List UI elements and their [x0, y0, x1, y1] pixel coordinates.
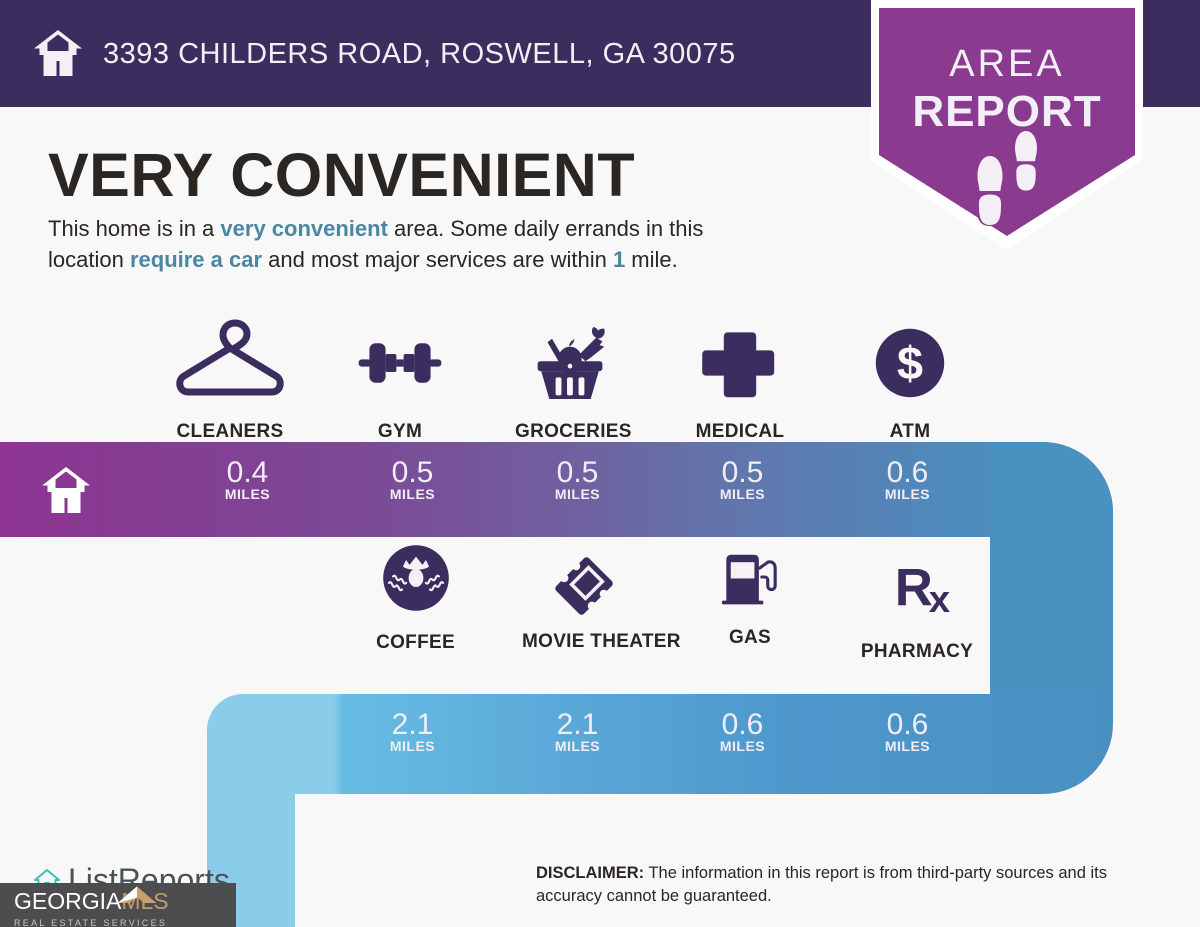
svg-text:REPORT: REPORT: [912, 87, 1101, 136]
svg-text:x: x: [929, 578, 951, 621]
svg-text:R: R: [895, 559, 933, 618]
svg-text:AREA: AREA: [949, 43, 1064, 85]
